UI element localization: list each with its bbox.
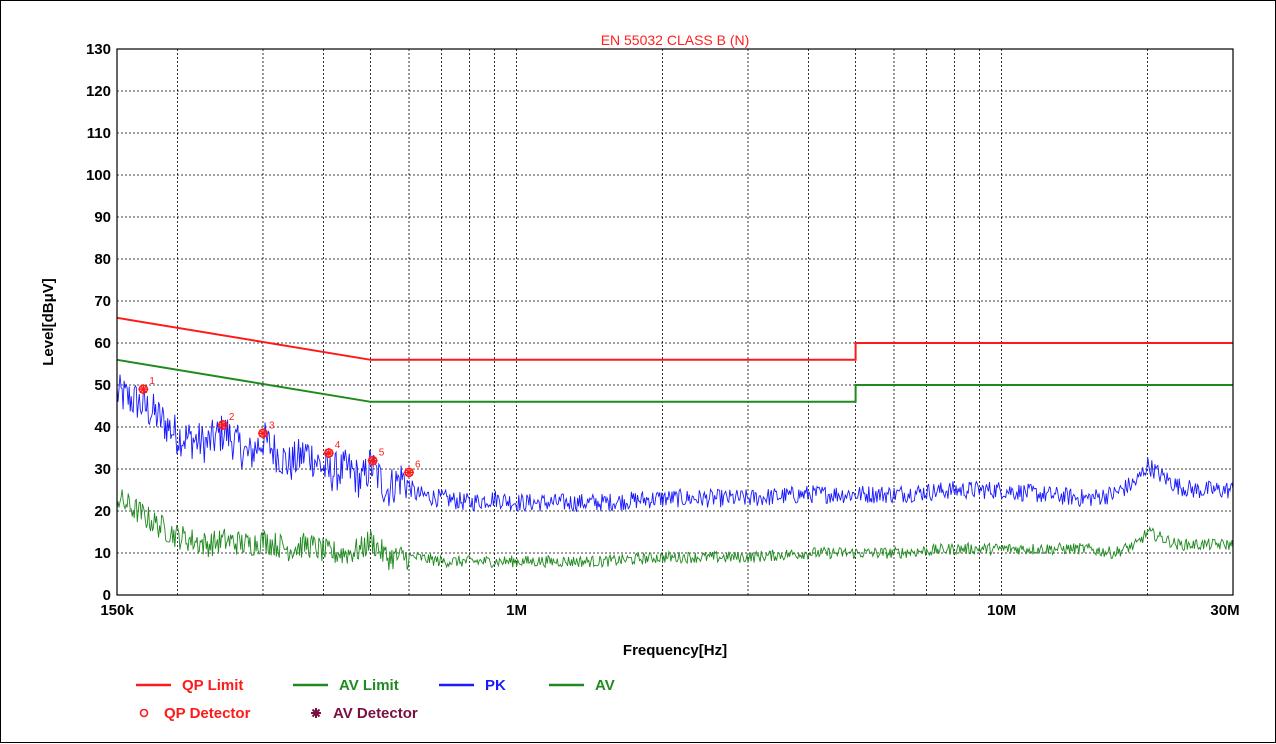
- marker-label: 5: [379, 448, 385, 459]
- legend-item: QP Detector: [139, 705, 251, 722]
- chart-title: EN 55032 CLASS B (N): [601, 32, 750, 48]
- legend-item: AV: [549, 677, 615, 694]
- y-tick-label: 60: [94, 335, 111, 352]
- y-tick-label: 20: [94, 503, 111, 520]
- y-tick-label: 10: [94, 545, 111, 562]
- marker-layer: 1 2 3 4 5 6: [138, 376, 421, 478]
- legend-label: AV: [595, 677, 615, 694]
- detector-marker: 2: [217, 412, 235, 430]
- y-tick-label: 30: [94, 461, 111, 478]
- legend-label: QP Detector: [164, 705, 251, 722]
- plot-border: [116, 48, 1234, 596]
- legend-label: QP Limit: [182, 677, 243, 694]
- legend-label: AV Limit: [339, 677, 399, 694]
- legend-item: AV Detector: [311, 705, 418, 722]
- plot-background: [117, 49, 1233, 595]
- x-tick-label: 10M: [987, 602, 1016, 619]
- y-tick-label: 100: [86, 167, 111, 184]
- legend-label: AV Detector: [333, 705, 418, 722]
- x-tick-label: 150k: [100, 602, 134, 619]
- tick-labels: 0 10 20 30 40 50 60 70 80 90 100 110 120 130 150k 1M 10M…: [86, 41, 1240, 619]
- legend-item: AV Limit: [293, 677, 399, 694]
- legend-swatch: [139, 708, 149, 718]
- y-tick-label: 90: [94, 209, 111, 226]
- marker-label: 3: [269, 420, 275, 431]
- y-tick-label: 80: [94, 251, 111, 268]
- detector-marker: 6: [403, 459, 421, 478]
- y-tick-label: 120: [86, 83, 111, 100]
- legend-item: QP Limit: [136, 677, 243, 694]
- x-tick-label: 30M: [1210, 602, 1239, 619]
- series-av-limit: [116, 358, 1233, 403]
- y-tick-label: 70: [94, 293, 111, 310]
- y-tick-label: 50: [94, 377, 111, 394]
- y-tick-label: 0: [103, 587, 111, 604]
- detector-marker: 4: [323, 440, 341, 459]
- y-tick-label: 40: [94, 419, 111, 436]
- legend-label: PK: [485, 677, 506, 694]
- av-detector-point: [403, 467, 414, 478]
- series-av: [116, 489, 1234, 571]
- legend: QP Limit AV Limit PK AV QP Detector AV Detect…: [136, 677, 615, 722]
- av-detector-point: [138, 384, 149, 395]
- av-detector-point: [323, 448, 334, 459]
- marker-label: 6: [415, 459, 421, 470]
- y-tick-label: 110: [87, 125, 111, 142]
- av-detector-point: [367, 455, 378, 466]
- x-axis-label: Frequency[Hz]: [623, 642, 727, 659]
- detector-marker: 3: [258, 420, 275, 439]
- detector-marker: 5: [367, 448, 385, 466]
- series-layer: [116, 316, 1234, 571]
- y-tick-label: 130: [86, 41, 111, 58]
- x-tick-label: 1M: [506, 602, 527, 619]
- marker-label: 1: [149, 376, 155, 387]
- series-pk: [116, 374, 1234, 512]
- y-axis-label: Level[dBμV]: [40, 278, 57, 366]
- detector-marker: 1: [138, 376, 155, 395]
- marker-label: 2: [229, 412, 235, 423]
- series-qp-limit: [116, 316, 1233, 361]
- marker-label: 4: [335, 440, 341, 451]
- legend-swatch: [311, 708, 321, 718]
- legend-item: PK: [439, 677, 506, 694]
- av-detector-point: [217, 419, 228, 430]
- av-detector-point: [258, 428, 268, 439]
